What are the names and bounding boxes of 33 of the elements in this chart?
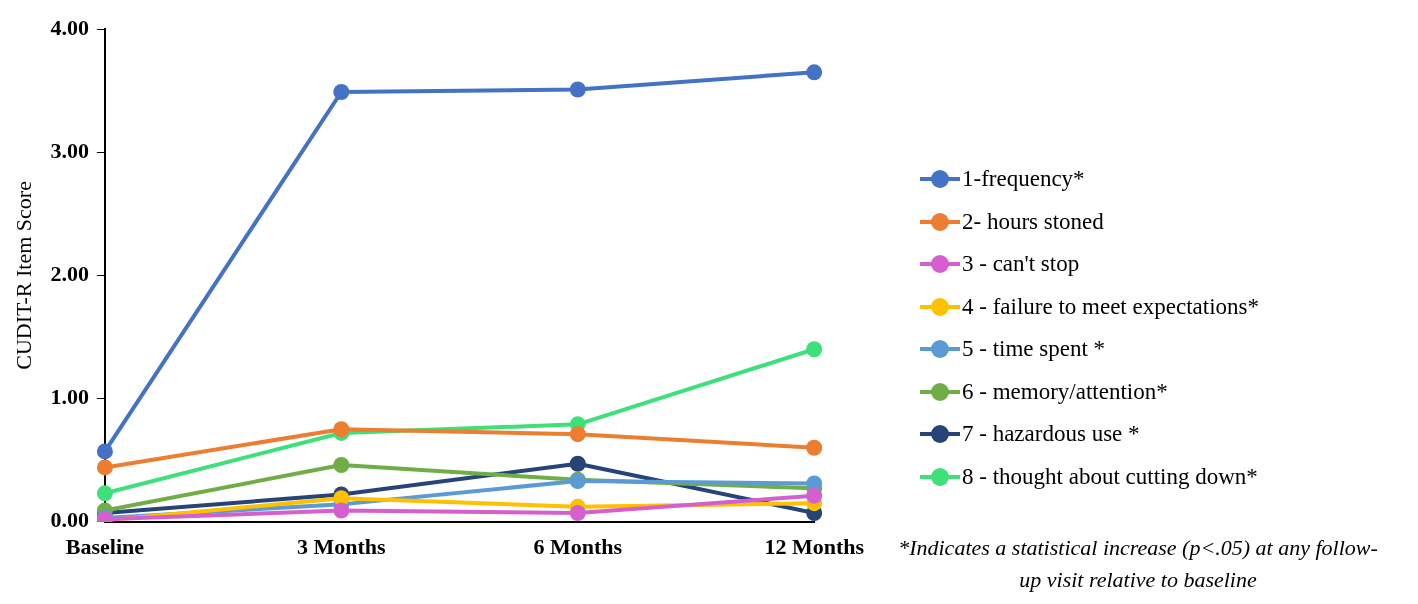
legend-label: 6 - memory/attention* [962,378,1168,405]
point [806,64,823,81]
point [569,426,586,443]
y-tick-label: 0.00 [50,507,89,533]
legend-label: 5 - time spent * [962,336,1106,363]
y-tick-label: 2.00 [50,261,89,287]
point [806,341,823,358]
legend-label: 8 - thought about cutting down* [962,463,1258,490]
x-tick-label: Baseline [65,534,145,560]
y-tick-label: 1.00 [50,384,89,410]
y-tick-label: 3.00 [50,137,89,163]
legend-label: 4 - failure to meet expectations* [962,293,1259,320]
y-axis-title: CUDIT-R Item Score [10,181,36,370]
point [333,456,350,473]
x-tick-label: 12 Months [764,534,865,560]
legend-label: 1-frequency* [962,166,1085,193]
point [806,487,823,504]
y-tick-label: 4.00 [50,14,89,40]
legend-label: 7 - hazardous use * [962,421,1140,448]
point [333,83,350,100]
legend-label: 2- hours stoned [962,208,1104,235]
point [569,81,586,98]
point [806,439,823,456]
point [569,455,586,472]
point [333,502,350,519]
point [96,485,113,502]
text: *Indicates a statistical increase (p<.05) at any follow-up visit relative to baseline [897,534,1379,594]
point [96,459,113,476]
x-tick-label: 6 Months [533,534,623,560]
point [569,504,586,521]
legend-label: 3 - can't stop [962,251,1080,278]
x-tick-label: 3 Months [297,534,387,560]
point [96,443,113,460]
